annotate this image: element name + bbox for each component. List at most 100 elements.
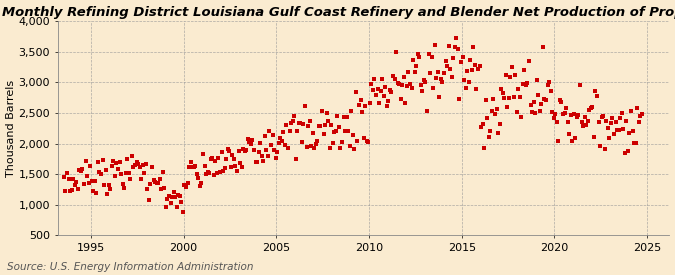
Point: [157, 170, 168, 174]
Point: [302, 123, 313, 128]
Point: [348, 133, 358, 137]
Point: [476, 125, 487, 129]
Point: [324, 145, 335, 150]
Point: [128, 165, 139, 169]
Point: [620, 151, 630, 155]
Point: [547, 109, 558, 114]
Point: [236, 164, 247, 169]
Point: [556, 100, 567, 105]
Point: [377, 77, 387, 81]
Point: [235, 161, 246, 165]
Point: [269, 147, 279, 152]
Point: [349, 147, 360, 152]
Point: [542, 82, 553, 87]
Point: [326, 123, 337, 128]
Point: [626, 109, 637, 114]
Point: [493, 131, 504, 136]
Point: [574, 83, 585, 87]
Point: [576, 120, 587, 125]
Point: [199, 163, 210, 168]
Point: [170, 194, 181, 199]
Point: [408, 58, 418, 62]
Point: [403, 70, 414, 75]
Point: [397, 83, 408, 87]
Point: [372, 87, 383, 91]
Point: [240, 149, 250, 153]
Point: [89, 178, 100, 183]
Point: [579, 114, 590, 119]
Point: [364, 101, 375, 106]
Point: [570, 136, 580, 140]
Point: [426, 55, 437, 59]
Title: Monthly Refining District Louisiana Gulf Coast Refinery and Blender Net Producti: Monthly Refining District Louisiana Gulf…: [3, 6, 675, 18]
Point: [263, 154, 273, 159]
Point: [363, 140, 374, 144]
Point: [248, 148, 259, 152]
Point: [385, 88, 396, 92]
Point: [590, 89, 601, 93]
Point: [379, 94, 389, 98]
Point: [489, 112, 500, 116]
Point: [612, 128, 622, 133]
Point: [541, 98, 551, 102]
Point: [584, 108, 595, 112]
Point: [415, 83, 426, 87]
Point: [78, 182, 89, 186]
Point: [423, 52, 434, 56]
Point: [508, 95, 519, 100]
Point: [526, 110, 537, 115]
Point: [358, 136, 369, 141]
Point: [355, 98, 366, 103]
Point: [342, 115, 352, 120]
Point: [219, 166, 230, 170]
Point: [371, 93, 381, 98]
Point: [456, 60, 466, 65]
Point: [445, 67, 456, 72]
Point: [320, 122, 331, 127]
Point: [296, 140, 307, 144]
Point: [284, 128, 295, 133]
Point: [256, 153, 267, 158]
Point: [323, 119, 333, 123]
Point: [171, 204, 182, 209]
Point: [194, 183, 205, 188]
Point: [491, 107, 502, 112]
Point: [482, 116, 493, 120]
Point: [108, 159, 119, 163]
Point: [130, 163, 140, 167]
Point: [184, 165, 194, 169]
Point: [454, 97, 465, 101]
Point: [254, 141, 265, 145]
Point: [224, 149, 235, 153]
Point: [74, 167, 85, 172]
Point: [300, 104, 310, 108]
Point: [338, 115, 349, 119]
Point: [179, 183, 190, 187]
Point: [435, 77, 446, 81]
Point: [111, 161, 122, 165]
Point: [487, 108, 497, 113]
Point: [402, 84, 412, 88]
Point: [412, 52, 423, 56]
Point: [329, 130, 340, 134]
Point: [174, 194, 185, 199]
Point: [530, 111, 541, 115]
Point: [630, 141, 641, 145]
Point: [471, 86, 482, 91]
Point: [335, 146, 346, 151]
Point: [294, 121, 304, 125]
Point: [346, 109, 356, 113]
Point: [281, 123, 292, 127]
Point: [470, 62, 481, 67]
Point: [173, 192, 184, 197]
Point: [462, 69, 472, 73]
Point: [76, 169, 86, 173]
Point: [406, 86, 417, 90]
Point: [429, 42, 440, 47]
Point: [525, 103, 536, 108]
Point: [244, 139, 254, 144]
Point: [83, 181, 94, 186]
Point: [383, 99, 394, 103]
Point: [519, 68, 530, 73]
Point: [327, 141, 338, 145]
